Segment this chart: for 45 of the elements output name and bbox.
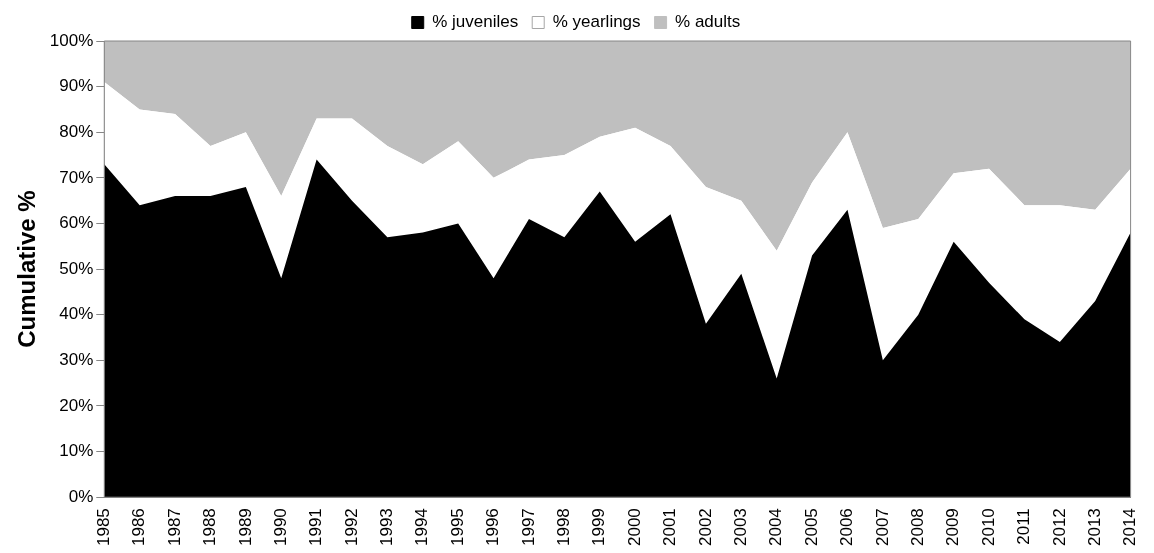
x-tick-label: 2001 <box>660 508 680 547</box>
x-tick-label: 2008 <box>907 508 927 547</box>
y-tick-label: 50% <box>59 258 94 278</box>
x-tick-label: 1986 <box>129 508 149 547</box>
x-tick-label: 2010 <box>978 508 998 547</box>
x-tick-label: 2012 <box>1049 508 1069 547</box>
y-tick-label: 20% <box>59 395 94 415</box>
x-tick-label: 2007 <box>872 508 892 547</box>
x-tick-label: 1996 <box>483 508 503 547</box>
x-tick-label: 1995 <box>447 508 467 547</box>
x-tick-label: 2003 <box>730 508 750 547</box>
y-tick-label: 90% <box>59 76 94 96</box>
y-tick-label: 70% <box>59 167 94 187</box>
x-tick-label: 2006 <box>837 508 857 547</box>
x-tick-label: 1988 <box>200 508 220 547</box>
y-axis-title: Cumulative % <box>13 190 41 348</box>
x-tick-label: 1997 <box>518 508 538 547</box>
y-tick-label: 0% <box>68 486 94 506</box>
y-tick-label: 40% <box>59 304 94 324</box>
x-tick-label: 1990 <box>270 508 290 547</box>
x-tick-label: 1987 <box>164 508 184 547</box>
x-tick-label: 2004 <box>766 508 786 547</box>
x-tick-label: 1991 <box>306 508 326 547</box>
x-tick-label: 2005 <box>801 508 821 547</box>
x-tick-label: 2014 <box>1120 508 1140 547</box>
x-tick-label: 2000 <box>624 508 644 547</box>
x-tick-label: 1998 <box>554 508 574 547</box>
x-tick-label: 2009 <box>943 508 963 547</box>
x-tick-label: 1994 <box>412 508 432 547</box>
x-tick-label: 1989 <box>235 508 255 547</box>
y-tick-label: 100% <box>49 30 94 50</box>
legend-label: % yearlings <box>552 12 641 32</box>
y-tick-label: 30% <box>59 350 94 370</box>
y-tick-label: 10% <box>59 441 94 461</box>
x-tick-label: 1992 <box>341 508 361 547</box>
y-tick-label: 80% <box>59 121 94 141</box>
x-tick-label: 2011 <box>1014 508 1034 545</box>
x-tick-label: 1985 <box>93 508 113 547</box>
legend-label: % juveniles <box>432 12 519 32</box>
y-tick-label: 60% <box>59 213 94 233</box>
x-tick-label: 2002 <box>695 508 715 547</box>
x-tick-label: 1993 <box>377 508 397 547</box>
x-tick-label: 2013 <box>1084 508 1104 547</box>
x-tick-label: 1999 <box>589 508 609 547</box>
legend-label: % adults <box>675 12 741 32</box>
